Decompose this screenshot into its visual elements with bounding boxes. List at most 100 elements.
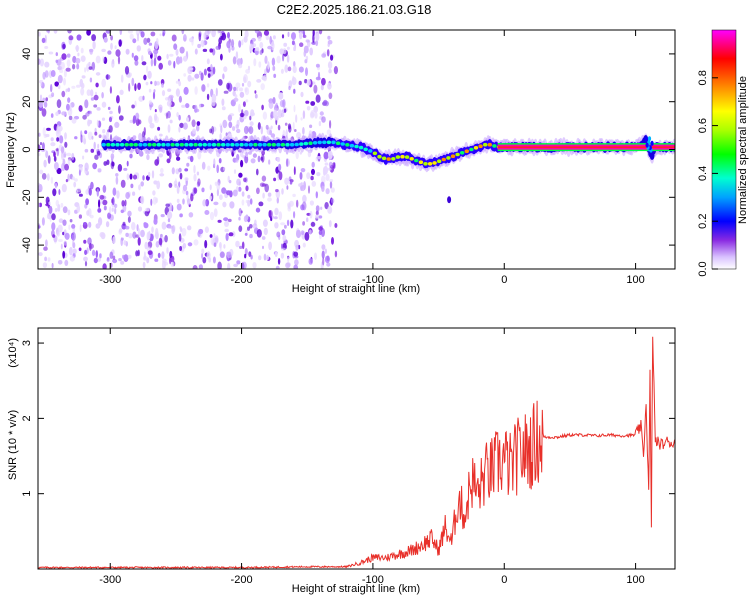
noise-speck [268, 241, 272, 251]
noise-speck [263, 253, 267, 261]
noise-speck [223, 66, 228, 73]
noise-speck [216, 164, 219, 174]
noise-speck [109, 206, 112, 214]
noise-speck [42, 71, 46, 80]
noise-speck [42, 262, 48, 268]
noise-speck [101, 92, 104, 99]
noise-speck [315, 94, 321, 103]
noise-speck [120, 260, 125, 265]
noise-speck [89, 49, 93, 55]
noise-speck [99, 232, 105, 238]
noise-speck [163, 261, 169, 266]
noise-speck [242, 101, 246, 107]
noise-speck [43, 101, 48, 108]
noise-speck [247, 199, 251, 207]
noise-speck [97, 168, 102, 173]
noise-speck [157, 55, 162, 61]
noise-speck [59, 135, 64, 144]
noise-speck [183, 55, 188, 62]
ridge-blob [409, 157, 414, 161]
noise-speck [275, 189, 279, 193]
noise-speck [140, 31, 145, 38]
noise-speck [273, 177, 277, 182]
noise-speck [188, 67, 194, 71]
noise-speck [238, 207, 242, 217]
x-tick-label: 100 [626, 274, 644, 286]
noise-speck [219, 133, 222, 141]
noise-speck [305, 67, 308, 77]
noise-speck [64, 259, 69, 266]
noise-speck [62, 43, 66, 50]
noise-speck [272, 109, 278, 119]
noise-speck [281, 243, 283, 249]
noise-speck [271, 57, 276, 66]
noise-speck [61, 90, 66, 98]
noise-speck [148, 100, 152, 105]
noise-speck [44, 61, 50, 68]
noise-speck [250, 113, 253, 117]
noise-speck [330, 54, 334, 61]
ridge-blob [234, 142, 240, 147]
noise-speck [260, 156, 264, 161]
ridge-blob [129, 142, 134, 147]
noise-speck [126, 173, 130, 181]
noise-speck [85, 112, 90, 117]
noise-speck [47, 155, 51, 164]
noise-speck [76, 34, 82, 41]
ridge-blob [358, 145, 364, 150]
noise-speck [284, 64, 289, 73]
noise-speck [117, 55, 121, 65]
noise-speck [144, 241, 149, 250]
noise-speck [109, 110, 113, 115]
noise-speck [140, 181, 144, 187]
noise-speck [320, 84, 324, 91]
noise-speck [138, 132, 143, 142]
noise-speck [201, 187, 205, 193]
noise-speck [129, 153, 133, 159]
noise-speck [283, 108, 287, 113]
noise-speck [259, 41, 264, 49]
noise-speck [274, 251, 278, 257]
noise-speck [80, 87, 85, 96]
noise-speck [207, 165, 211, 171]
noise-speck [143, 37, 148, 45]
noise-speck [209, 195, 213, 200]
noise-speck [183, 34, 187, 42]
noise-speck [175, 48, 179, 56]
figure-title: C2E2.2025.186.21.03.G18 [277, 2, 432, 17]
noise-speck [282, 234, 287, 242]
snr-series-line [38, 336, 675, 569]
noise-speck [96, 150, 101, 156]
noise-speck [105, 221, 110, 228]
noise-speck [252, 262, 257, 269]
noise-speck [93, 104, 98, 108]
noise-speck [62, 206, 68, 214]
noise-speck [103, 161, 108, 166]
noise-speck [286, 54, 290, 63]
noise-speck [146, 65, 149, 74]
spike-speck [648, 145, 652, 151]
noise-speck [258, 201, 264, 207]
noise-speck [95, 72, 101, 76]
noise-speck [299, 151, 302, 155]
noise-speck [247, 194, 251, 199]
noise-speck [211, 30, 216, 38]
noise-speck [254, 93, 258, 99]
noise-speck [74, 136, 78, 140]
noise-speck [122, 221, 126, 226]
noise-speck [110, 153, 115, 160]
noise-speck [324, 162, 329, 166]
ridge-blob [271, 142, 276, 147]
noise-speck [289, 181, 293, 185]
noise-speck [239, 245, 243, 249]
noise-speck [207, 73, 211, 78]
noise-speck [55, 111, 59, 117]
noise-speck [223, 244, 226, 249]
noise-speck [228, 232, 234, 237]
ridge-blob [267, 142, 272, 147]
noise-speck [143, 251, 146, 260]
noise-speck [216, 182, 221, 191]
noise-speck [52, 234, 56, 238]
noise-speck [66, 152, 72, 157]
noise-speck [91, 135, 94, 140]
